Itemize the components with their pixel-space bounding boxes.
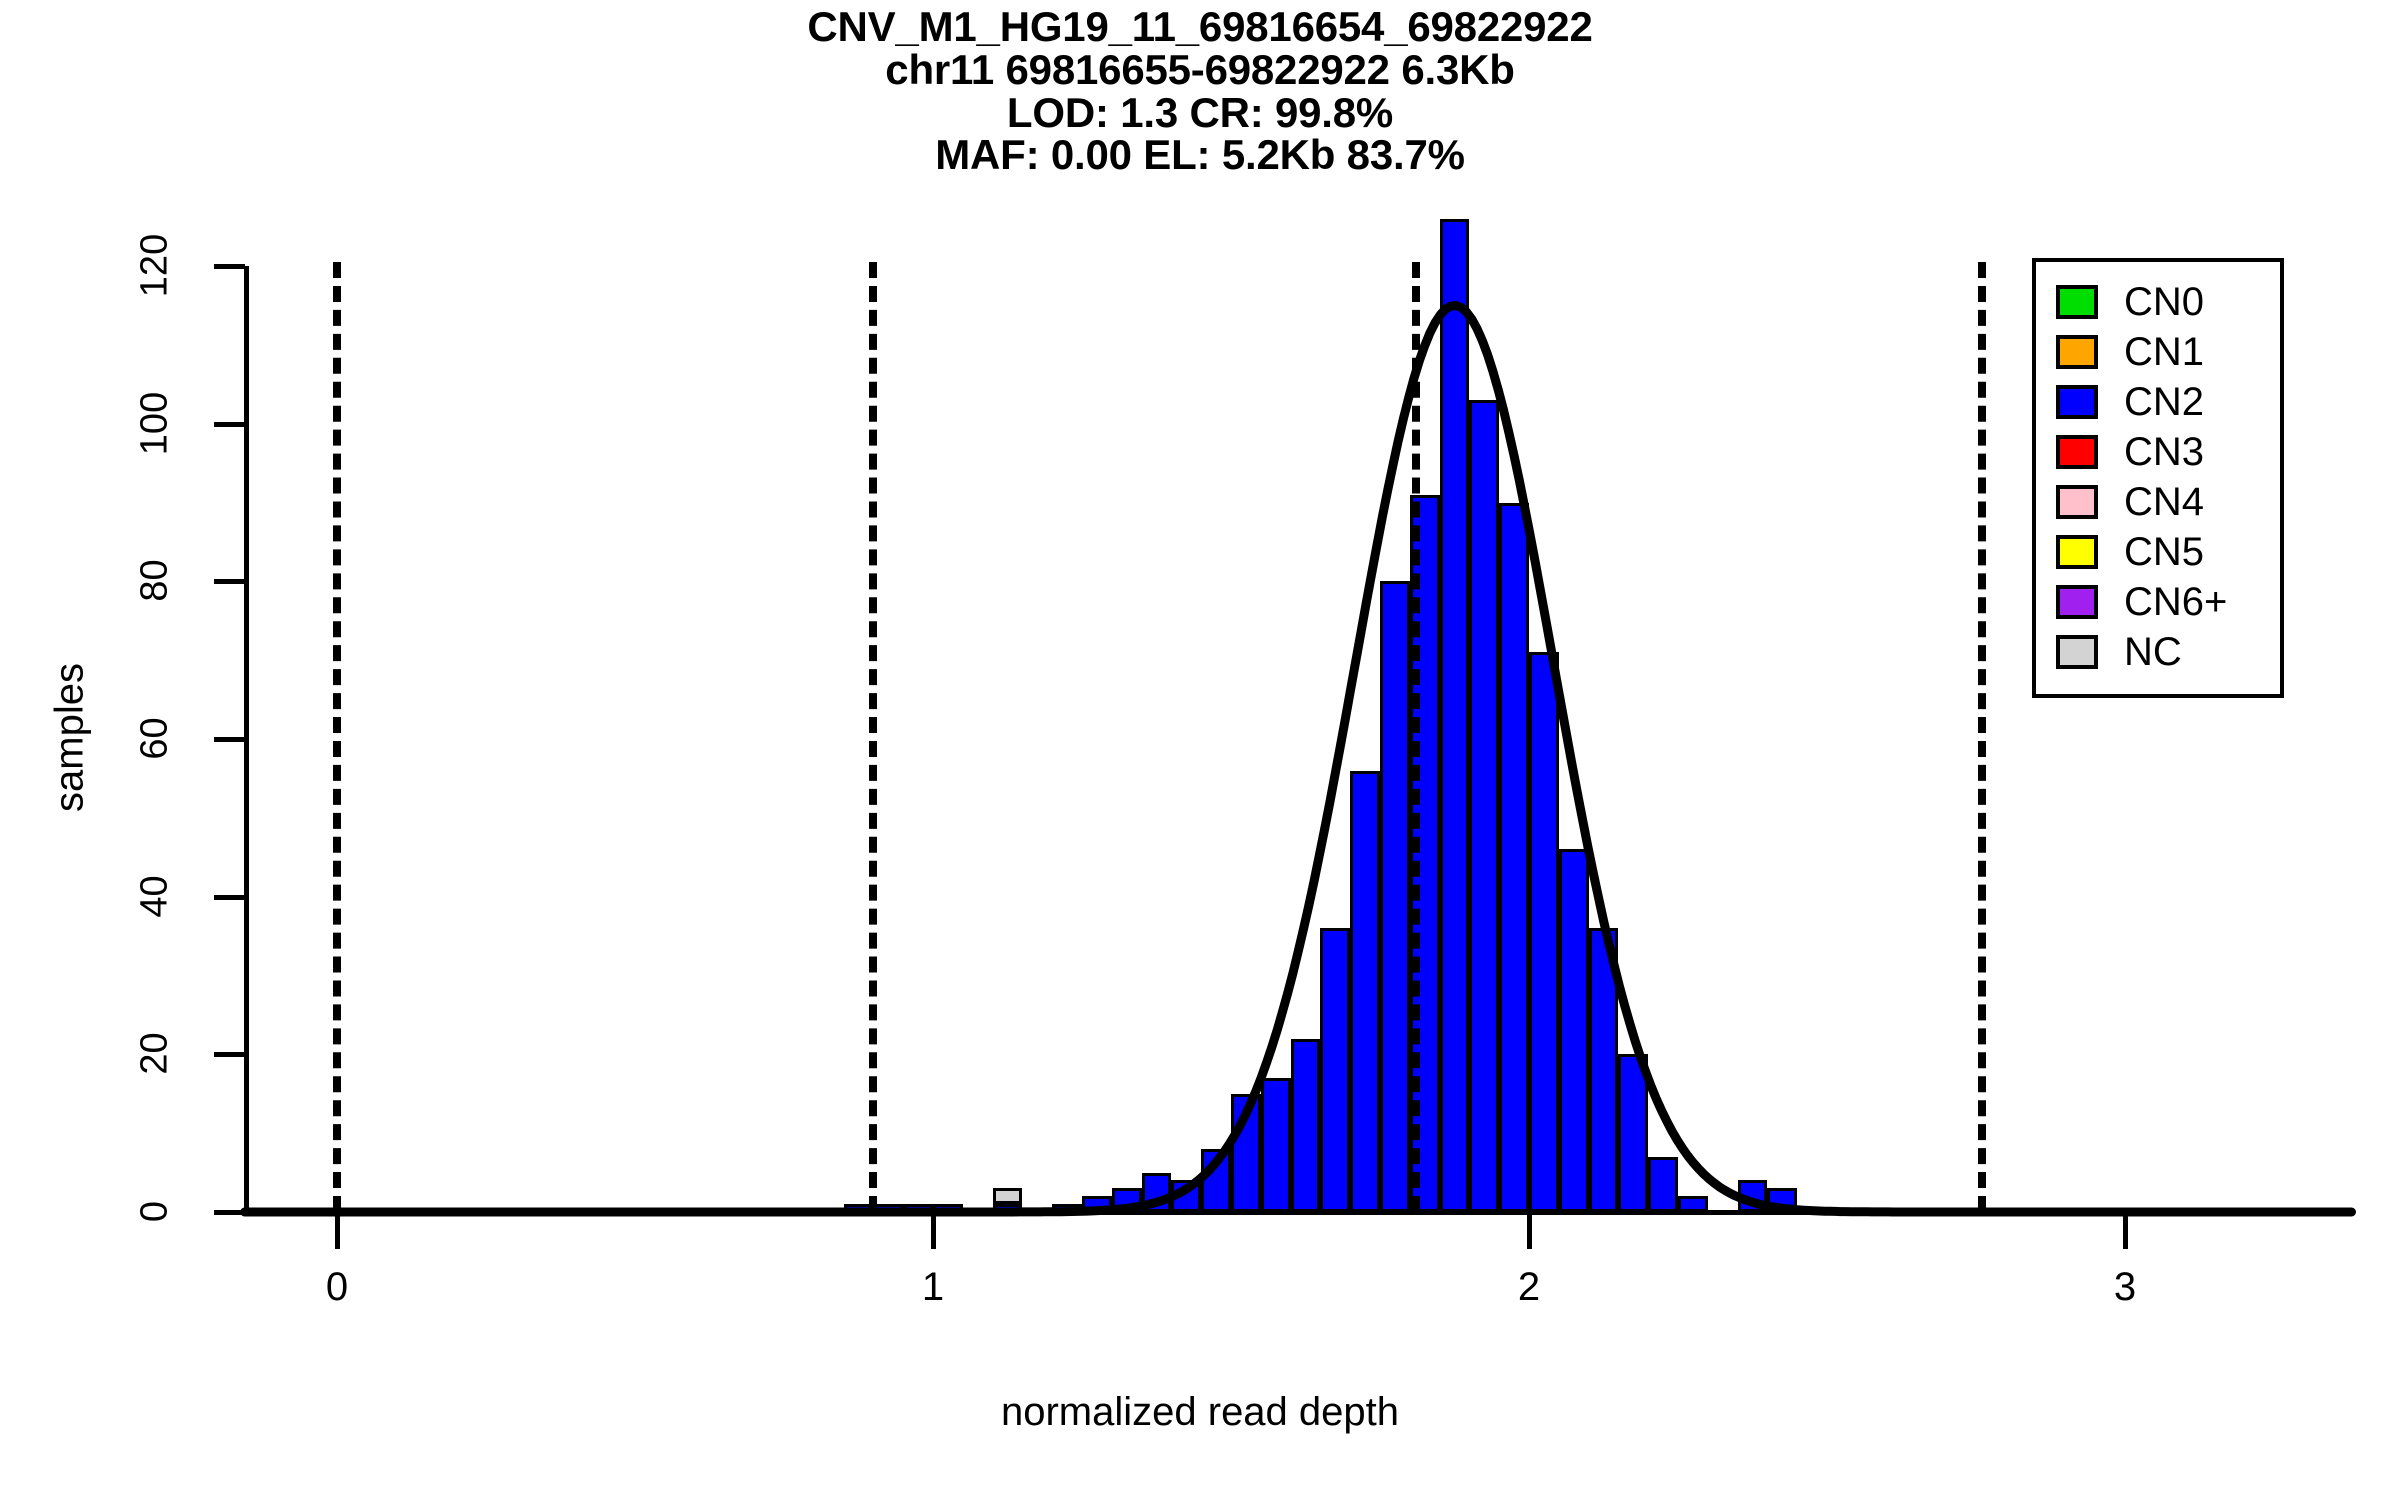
- legend-item-nc[interactable]: NC: [2056, 630, 2182, 674]
- histogram-bar-cn2: [1439, 218, 1470, 1212]
- histogram-bar-cn2: [1499, 502, 1529, 1212]
- legend-swatch-icon: [2056, 385, 2098, 419]
- histogram-bar-cn2: [1171, 1180, 1202, 1212]
- histogram-bar-cn2: [1737, 1180, 1768, 1212]
- legend-item-cn5[interactable]: CN5: [2056, 530, 2204, 574]
- legend-swatch-icon: [2056, 535, 2098, 569]
- legend-item-cn1[interactable]: CN1: [2056, 330, 2204, 374]
- histogram-bar-cn2: [1380, 581, 1410, 1212]
- histogram-bar-cn2: [992, 1204, 1023, 1215]
- histogram-bar-cn2: [1350, 770, 1380, 1212]
- histogram-bar-cn2: [1648, 1156, 1678, 1212]
- threshold-line: [869, 262, 878, 1212]
- y-tick-mark: [214, 264, 245, 269]
- y-tick-label: 60: [133, 717, 176, 760]
- histogram-bar-cn2: [1588, 928, 1619, 1212]
- y-tick-mark: [214, 1052, 245, 1058]
- legend-swatch-icon: [2056, 485, 2098, 519]
- legend-box: CN0 CN1 CN2 CN3 CN4 CN5 CN6+ NC: [2032, 258, 2284, 698]
- legend-swatch-icon: [2056, 335, 2098, 369]
- legend-label: CN2: [2124, 380, 2205, 424]
- legend-label: CN5: [2124, 530, 2205, 574]
- y-tick-mark: [214, 421, 245, 427]
- legend-swatch-icon: [2056, 635, 2098, 669]
- histogram-bar-nc: [992, 1188, 1023, 1205]
- y-tick-label: 40: [133, 875, 176, 918]
- legend-swatch-icon: [2056, 285, 2098, 319]
- histogram-bar-cn2: [1529, 652, 1559, 1212]
- histogram-bar-cn2: [1111, 1188, 1142, 1212]
- histogram-bar-cn2: [1558, 849, 1589, 1212]
- threshold-line: [1977, 262, 1986, 1212]
- histogram-bar-cn2: [1082, 1196, 1112, 1212]
- y-tick-label: 100: [133, 391, 176, 455]
- histogram-bar-cn2: [1290, 1038, 1321, 1212]
- histogram-bar-cn2: [1469, 400, 1500, 1212]
- histogram-bar-cn2: [1260, 1077, 1291, 1212]
- x-tick-mark: [2123, 1215, 2128, 1249]
- y-axis-label: samples: [47, 663, 92, 812]
- histogram-bar-cn2: [1201, 1148, 1231, 1212]
- x-tick-label: 0: [325, 1265, 349, 1309]
- histogram-bar-cn2: [873, 1204, 904, 1215]
- chart-title: CNV_M1_HG19_11_69816654_69822922 chr11 6…: [0, 3, 2400, 179]
- legend-item-cn4[interactable]: CN4: [2056, 480, 2204, 524]
- y-tick-label: 80: [133, 559, 176, 602]
- legend-item-cn2[interactable]: CN2: [2056, 380, 2204, 424]
- histogram-bar-cn2: [1767, 1188, 1798, 1212]
- threshold-line: [1411, 262, 1420, 1212]
- y-tick-label: 0: [133, 1200, 176, 1223]
- histogram-bar-cn2: [1320, 928, 1351, 1212]
- x-tick-label: 2: [1517, 1265, 1541, 1309]
- x-tick-mark: [335, 1215, 340, 1249]
- x-tick-mark: [931, 1215, 936, 1249]
- histogram-bar-cn2: [1141, 1172, 1172, 1212]
- x-tick-mark: [1527, 1215, 1532, 1249]
- y-tick-label: 120: [133, 233, 176, 298]
- y-tick-label: 20: [133, 1032, 176, 1075]
- legend-item-cn6plus[interactable]: CN6+: [2056, 580, 2227, 624]
- histogram-bar-cn2: [1618, 1054, 1649, 1212]
- x-tick-label: 3: [2113, 1265, 2137, 1309]
- histogram-bar-cn2: [1052, 1204, 1082, 1215]
- legend-label: CN3: [2124, 430, 2205, 474]
- threshold-line: [333, 262, 341, 1212]
- legend-item-cn3[interactable]: CN3: [2056, 430, 2204, 474]
- title-line-1: CNV_M1_HG19_11_69816654_69822922: [807, 3, 1593, 50]
- legend-swatch-icon: [2056, 585, 2098, 619]
- legend-swatch-icon: [2056, 435, 2098, 469]
- title-line-4: MAF: 0.00 EL: 5.2Kb 83.7%: [935, 131, 1465, 179]
- y-tick-mark: [214, 1210, 245, 1215]
- legend-label: CN6+: [2124, 580, 2228, 624]
- legend-item-cn0[interactable]: CN0: [2056, 280, 2204, 324]
- x-axis-label: normalized read depth: [1000, 1390, 1400, 1434]
- y-tick-mark: [214, 579, 245, 585]
- legend-label: CN0: [2124, 280, 2205, 324]
- histogram-bar-cn2: [903, 1204, 933, 1215]
- y-tick-mark: [214, 894, 245, 900]
- title-line-3: LOD: 1.3 CR: 99.8%: [1006, 88, 1394, 136]
- title-line-2: chr11 69816655-69822922 6.3Kb: [885, 45, 1515, 93]
- legend-label: CN4: [2124, 480, 2205, 524]
- y-tick-mark: [214, 737, 245, 742]
- histogram-bar-cn2: [933, 1204, 963, 1215]
- histogram-bar-cn2: [1231, 1093, 1261, 1212]
- legend-label: NC: [2124, 630, 2182, 674]
- legend-label: CN1: [2124, 330, 2205, 374]
- x-tick-label: 1: [921, 1265, 945, 1309]
- histogram-bar-cn2: [1678, 1196, 1708, 1212]
